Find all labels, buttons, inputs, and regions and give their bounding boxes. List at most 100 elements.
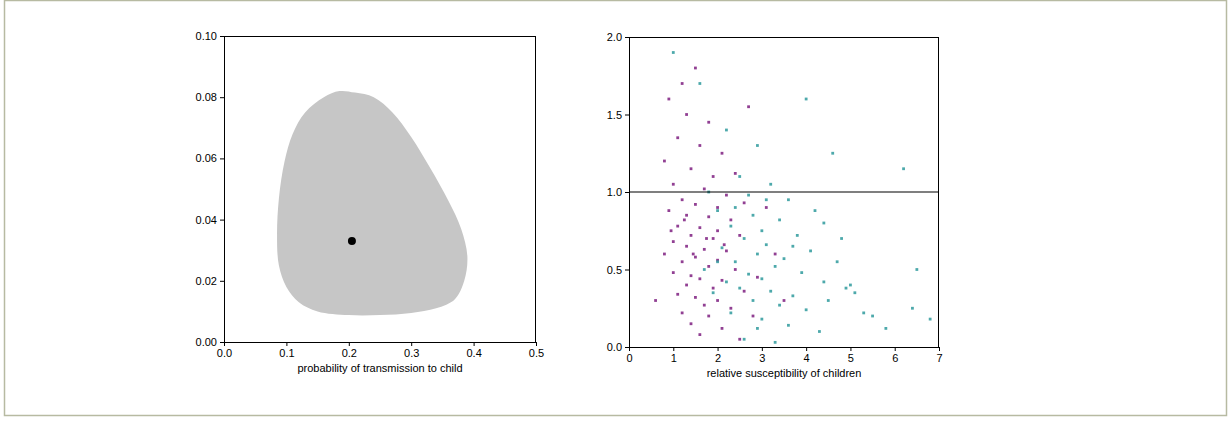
x-axis-tick: 0 — [626, 347, 632, 364]
point — [769, 290, 772, 293]
point — [694, 256, 697, 259]
x-axis-tick-mark — [762, 347, 763, 351]
point — [705, 237, 708, 240]
y-axis-tick-label: 0.10 — [196, 30, 217, 42]
x-axis-tick-mark — [718, 347, 719, 351]
y-axis-tick-label: 0.00 — [196, 336, 217, 348]
frame-right — [938, 37, 939, 347]
y-axis-tick-label: 0.0 — [607, 341, 622, 353]
point — [676, 225, 679, 228]
x-axis-tick-mark — [224, 342, 225, 346]
point — [827, 299, 830, 302]
figure-border — [5, 1, 1227, 416]
point — [685, 284, 688, 287]
y-axis-tick-label: 0.02 — [196, 275, 217, 287]
point — [738, 287, 741, 290]
panel: 0.00.10.20.30.40.50.000.020.040.060.080.… — [196, 30, 545, 374]
y-axis-tick: 1.0 — [607, 186, 629, 198]
x-axis-tick-label: 2 — [715, 352, 721, 364]
point — [805, 308, 808, 311]
y-axis-tick: 0.02 — [196, 275, 224, 287]
y-axis-tick-label: 0.04 — [196, 214, 217, 226]
point — [703, 248, 706, 251]
point — [915, 268, 918, 271]
y-axis-line — [629, 38, 630, 348]
x-axis-tick-label: 0.4 — [466, 347, 481, 359]
y-axis-line — [224, 37, 225, 343]
y-axis: 0.00.51.01.52.0 — [607, 31, 630, 353]
x-axis-tick-label: 0.5 — [529, 347, 544, 359]
x-axis-tick: 0.4 — [466, 342, 481, 359]
point — [831, 152, 834, 155]
point — [690, 322, 693, 325]
point — [814, 209, 817, 212]
point — [692, 253, 695, 256]
x-axis-tick-mark — [939, 347, 940, 351]
point — [698, 82, 701, 85]
x-axis-tick: 0.2 — [342, 342, 357, 359]
point — [707, 315, 710, 318]
x-axis-tick: 7 — [936, 347, 942, 364]
point — [729, 225, 732, 228]
x-axis-title: relative susceptibility of children — [707, 367, 862, 379]
point — [729, 219, 732, 222]
point — [690, 274, 693, 277]
point — [774, 265, 777, 268]
y-axis: 0.000.020.040.060.080.10 — [196, 30, 225, 348]
point — [884, 327, 887, 330]
x-axis-tick-label: 7 — [936, 352, 942, 364]
point — [818, 330, 821, 333]
point — [672, 240, 675, 243]
point — [716, 299, 719, 302]
point — [725, 281, 728, 284]
point — [787, 198, 790, 201]
point — [756, 144, 759, 147]
point — [667, 209, 670, 212]
x-axis-tick-label: 0 — [626, 352, 632, 364]
point — [716, 209, 719, 212]
point — [681, 82, 684, 85]
point — [348, 237, 356, 245]
x-axis: 01234567 — [626, 347, 942, 364]
point — [747, 105, 750, 108]
y-axis-tick-mark — [220, 158, 224, 159]
x-axis-tick-mark — [536, 342, 537, 346]
point — [716, 229, 719, 232]
point — [734, 206, 737, 209]
point — [698, 226, 701, 229]
point — [698, 333, 701, 336]
point — [796, 234, 799, 237]
point — [760, 318, 763, 321]
point — [738, 234, 741, 237]
point — [694, 203, 697, 206]
x-axis-tick: 2 — [715, 347, 721, 364]
point — [670, 229, 673, 232]
x-axis-tick: 0.3 — [404, 342, 419, 359]
point — [681, 198, 684, 201]
point — [703, 188, 706, 191]
x-axis-tick-mark — [286, 342, 287, 346]
point — [791, 245, 794, 248]
y-axis-tick: 0.10 — [196, 30, 224, 42]
point — [672, 183, 675, 186]
x-axis-tick-mark — [411, 342, 412, 346]
point — [738, 175, 741, 178]
point — [734, 268, 737, 271]
point — [676, 136, 679, 139]
point — [765, 206, 768, 209]
point — [712, 287, 715, 290]
point — [765, 198, 768, 201]
point — [783, 299, 786, 302]
point — [822, 222, 825, 225]
y-axis-tick-mark — [220, 36, 224, 37]
point — [760, 229, 763, 232]
point — [683, 219, 686, 222]
point — [778, 304, 781, 307]
frame-top — [224, 36, 536, 37]
point — [716, 206, 719, 209]
panel: 012345670.00.51.01.52.0relative suscepti… — [607, 31, 943, 379]
point — [822, 281, 825, 284]
point — [707, 121, 710, 124]
y-axis-tick-label: 1.5 — [607, 109, 622, 121]
y-axis-tick-mark — [220, 220, 224, 221]
